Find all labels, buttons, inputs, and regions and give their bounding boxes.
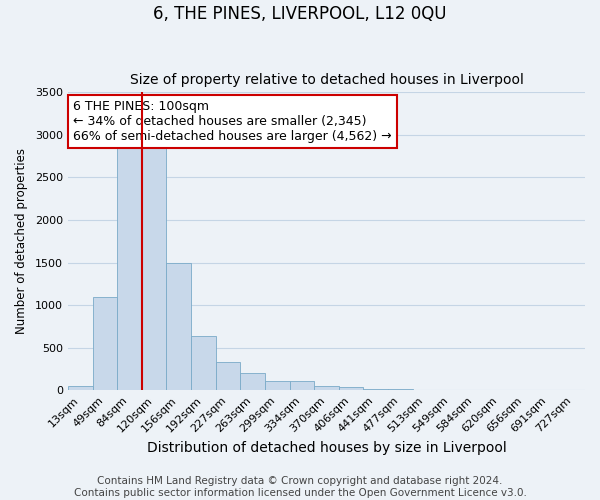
Bar bbox=[265, 381, 290, 390]
Bar bbox=[215, 362, 240, 390]
Bar bbox=[290, 381, 314, 390]
Title: Size of property relative to detached houses in Liverpool: Size of property relative to detached ho… bbox=[130, 73, 523, 87]
Bar bbox=[191, 336, 215, 390]
Bar bbox=[117, 140, 142, 390]
Bar bbox=[68, 386, 92, 390]
Y-axis label: Number of detached properties: Number of detached properties bbox=[15, 148, 28, 334]
Text: 6 THE PINES: 100sqm
← 34% of detached houses are smaller (2,345)
66% of semi-det: 6 THE PINES: 100sqm ← 34% of detached ho… bbox=[73, 100, 392, 143]
Text: 6, THE PINES, LIVERPOOL, L12 0QU: 6, THE PINES, LIVERPOOL, L12 0QU bbox=[153, 5, 447, 23]
Bar bbox=[142, 140, 166, 390]
Bar bbox=[314, 386, 339, 390]
Text: Contains HM Land Registry data © Crown copyright and database right 2024.
Contai: Contains HM Land Registry data © Crown c… bbox=[74, 476, 526, 498]
Bar bbox=[240, 373, 265, 390]
X-axis label: Distribution of detached houses by size in Liverpool: Distribution of detached houses by size … bbox=[146, 441, 506, 455]
Bar bbox=[339, 387, 364, 390]
Bar bbox=[92, 296, 117, 390]
Bar bbox=[166, 262, 191, 390]
